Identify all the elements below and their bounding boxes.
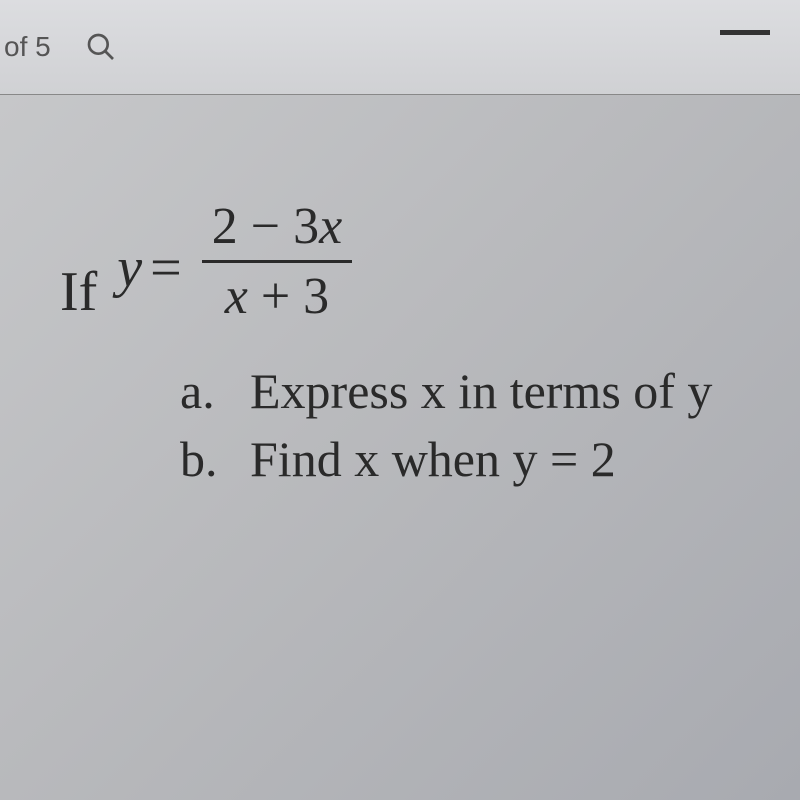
equation-lhs: y = <box>117 236 189 328</box>
den-plus: + <box>261 268 290 325</box>
num-var: x <box>319 198 342 255</box>
question-b-text: Find x when y = 2 <box>250 426 760 494</box>
search-icon <box>85 31 117 63</box>
question-a: a. Express x in terms of y <box>180 358 760 426</box>
numerator: 2 − 3x <box>202 195 352 258</box>
questions-list: a. Express x in terms of y b. Find x whe… <box>180 358 760 493</box>
document-content: If y = 2 − 3x x + 3 a. Express x in term… <box>0 95 800 533</box>
question-a-label: a. <box>180 358 250 426</box>
equation-row: If y = 2 − 3x x + 3 <box>60 195 760 328</box>
question-a-text: Express x in terms of y <box>250 358 760 426</box>
equals-sign: = <box>150 236 182 300</box>
num-minus: − <box>251 198 280 255</box>
denominator: x + 3 <box>215 265 339 328</box>
num-coeff: 3 <box>293 198 319 255</box>
page-indicator: of 5 <box>0 31 51 63</box>
num-const: 2 <box>212 198 238 255</box>
minimize-button[interactable] <box>720 30 770 35</box>
den-var: x <box>225 268 248 325</box>
den-const: 3 <box>303 268 329 325</box>
search-button[interactable] <box>81 27 121 67</box>
lhs-variable: y <box>117 236 142 300</box>
fraction: 2 − 3x x + 3 <box>202 195 352 328</box>
toolbar: of 5 <box>0 0 800 95</box>
fraction-bar <box>202 260 352 263</box>
question-b: b. Find x when y = 2 <box>180 426 760 494</box>
question-b-label: b. <box>180 426 250 494</box>
if-label: If <box>60 264 97 328</box>
